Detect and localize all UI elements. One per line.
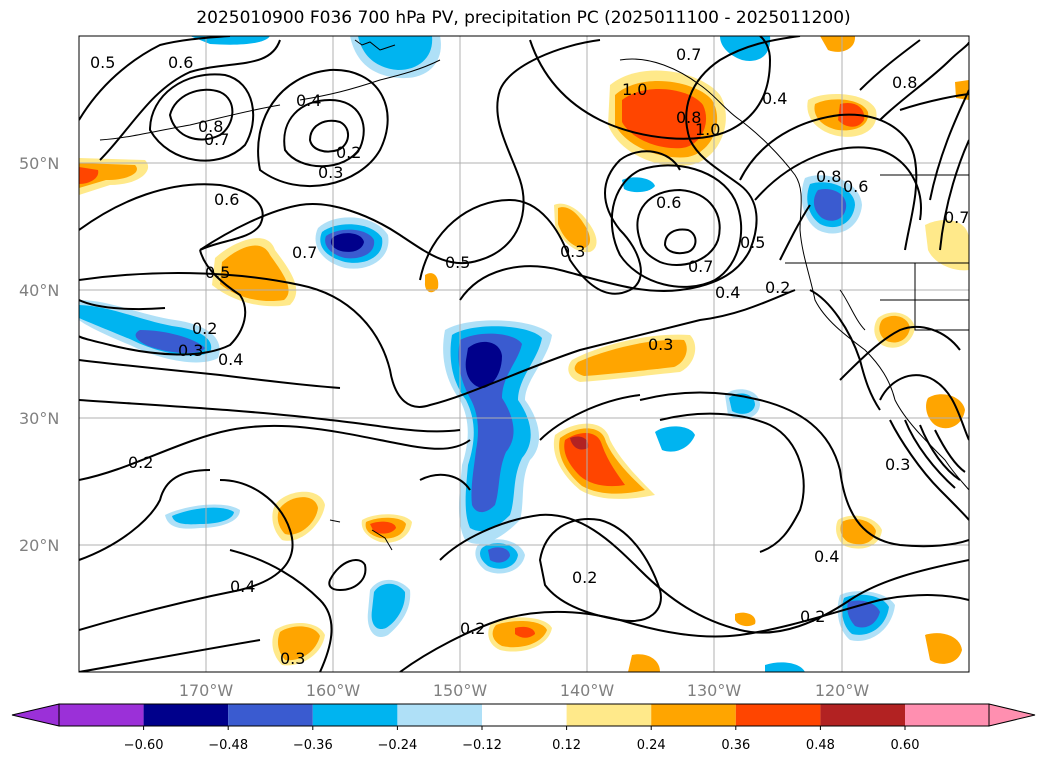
colorbar-extend-high [988, 703, 1036, 727]
contour-label: 0.7 [676, 45, 701, 64]
colorbar-swatch [59, 704, 144, 726]
contour-label: 0.3 [280, 649, 305, 668]
contour-label: 0.2 [192, 319, 217, 338]
colorbar-tick-label: −0.36 [293, 738, 333, 753]
contour-label: 0.7 [688, 257, 713, 276]
contour-label: 0.4 [296, 91, 321, 110]
contour-label: 0.2 [800, 607, 825, 626]
map-frame [78, 35, 970, 673]
colorbar-tick-label: 0.36 [721, 738, 750, 753]
colorbar-swatch [905, 704, 989, 726]
gridlines [79, 36, 969, 672]
contour-label: 0.3 [560, 242, 585, 261]
colorbar-swatch [651, 704, 736, 726]
colorbar-tick-label: 0.12 [552, 738, 581, 753]
contour-label: 0.4 [814, 547, 839, 566]
contour-label: 0.8 [676, 108, 701, 127]
contour-label: 0.4 [230, 577, 255, 596]
lon-label-150w: 150°W [433, 681, 488, 700]
colorbar-tick-label: −0.12 [462, 738, 502, 753]
contour-label: 0.6 [214, 190, 239, 209]
colorbar-extend-low [11, 703, 60, 727]
contour-label: 0.6 [656, 193, 681, 212]
lon-label-140w: 140°W [560, 681, 615, 700]
contour-label: 0.4 [762, 89, 787, 108]
contour-label: 0.4 [715, 283, 740, 302]
contour-label: 0.2 [572, 568, 597, 587]
colorbar-swatch [566, 704, 652, 726]
contour-label: 0.7 [292, 243, 317, 262]
longitude-labels: 170°W 160°W 150°W 140°W 130°W 120°W [179, 681, 870, 700]
colorbar-tick-label: −0.48 [208, 738, 248, 753]
contour-label: 0.5 [740, 233, 765, 252]
contour-label: 0.5 [205, 263, 230, 282]
colorbar-swatch [143, 704, 229, 726]
colorbar-swatch [482, 704, 567, 726]
lon-label-130w: 130°W [687, 681, 742, 700]
colorbar-tick-label: 0.48 [806, 738, 835, 753]
contour-label: 0.2 [128, 453, 153, 472]
contour-label: 0.2 [336, 143, 361, 162]
colorbar-swatch [735, 704, 821, 726]
colorbar-tick-label: 0.60 [891, 738, 920, 753]
lon-label-170w: 170°W [179, 681, 234, 700]
lat-label-20n: 20°N [19, 536, 59, 555]
contour-labels: 0.5 0.6 0.8 0.7 0.4 0.2 0.3 0.6 0.7 0.5 … [90, 45, 969, 668]
map-panel: 0.5 0.6 0.8 0.7 0.4 0.2 0.3 0.6 0.7 0.5 … [79, 36, 969, 672]
contour-label: 0.3 [178, 341, 203, 360]
contour-label: 0.4 [218, 350, 243, 369]
lon-label-120w: 120°W [815, 681, 870, 700]
contour-label: 0.6 [843, 177, 868, 196]
colorbar-tick-label: −0.24 [377, 738, 417, 753]
contour-label: 0.7 [204, 130, 229, 149]
contour-label: 0.3 [885, 455, 910, 474]
contour-label: 0.7 [944, 208, 969, 227]
contour-label: 1.0 [695, 120, 720, 139]
contour-label: 0.6 [168, 53, 193, 72]
contour-label: 0.5 [445, 253, 470, 272]
lat-label-50n: 50°N [19, 154, 59, 173]
lon-label-160w: 160°W [306, 681, 361, 700]
lat-label-40n: 40°N [19, 281, 59, 300]
colorbar-tick-label: 0.24 [637, 738, 666, 753]
contour-label: 0.3 [318, 163, 343, 182]
shaded-anomalies [79, 36, 969, 672]
colorbar: −0.60 −0.48 −0.36 −0.24 −0.12 0.12 0.24 … [11, 703, 1036, 753]
contour-label: 0.2 [765, 278, 790, 297]
colorbar-swatch [312, 704, 398, 726]
colorbar-swatch [228, 704, 313, 726]
latitude-labels: 50°N 40°N 30°N 20°N [19, 154, 59, 555]
contour-label: 0.8 [198, 117, 223, 136]
pv-contours [79, 36, 969, 672]
contour-label: 0.8 [892, 73, 917, 92]
colorbar-tick-label: −0.60 [124, 738, 164, 753]
colorbar-swatch [820, 704, 905, 726]
colorbar-swatch [397, 704, 482, 726]
contour-label: 0.5 [90, 53, 115, 72]
contour-label: 0.2 [460, 619, 485, 638]
contour-label: 0.8 [816, 167, 841, 186]
lat-label-30n: 30°N [19, 409, 59, 428]
contour-label: 0.3 [648, 335, 673, 354]
contour-label: 1.0 [622, 80, 647, 99]
chart-title: 2025010900 F036 700 hPa PV, precipitatio… [196, 8, 851, 28]
